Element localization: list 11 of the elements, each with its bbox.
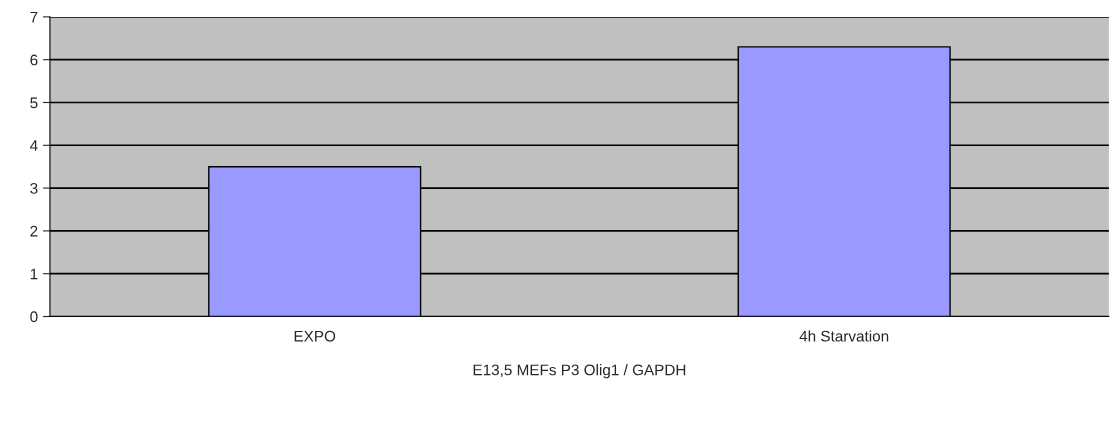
y-tick-label: 7 [30,11,38,23]
x-tick-label: 4h Starvation [799,330,889,342]
x-tick-label: EXPO [294,330,336,342]
y-tick-label: 0 [30,311,38,323]
y-tick-label: 4 [30,140,38,151]
y-tick-label: 6 [30,54,38,66]
y-tick-label: 2 [30,225,38,237]
y-tick-label: 3 [30,182,38,194]
y-tick-label: 1 [30,268,38,280]
y-tick-label: 5 [30,97,38,109]
x-axis-title: E13,5 MEFs P3 Olig1 / GAPDH [473,364,686,379]
